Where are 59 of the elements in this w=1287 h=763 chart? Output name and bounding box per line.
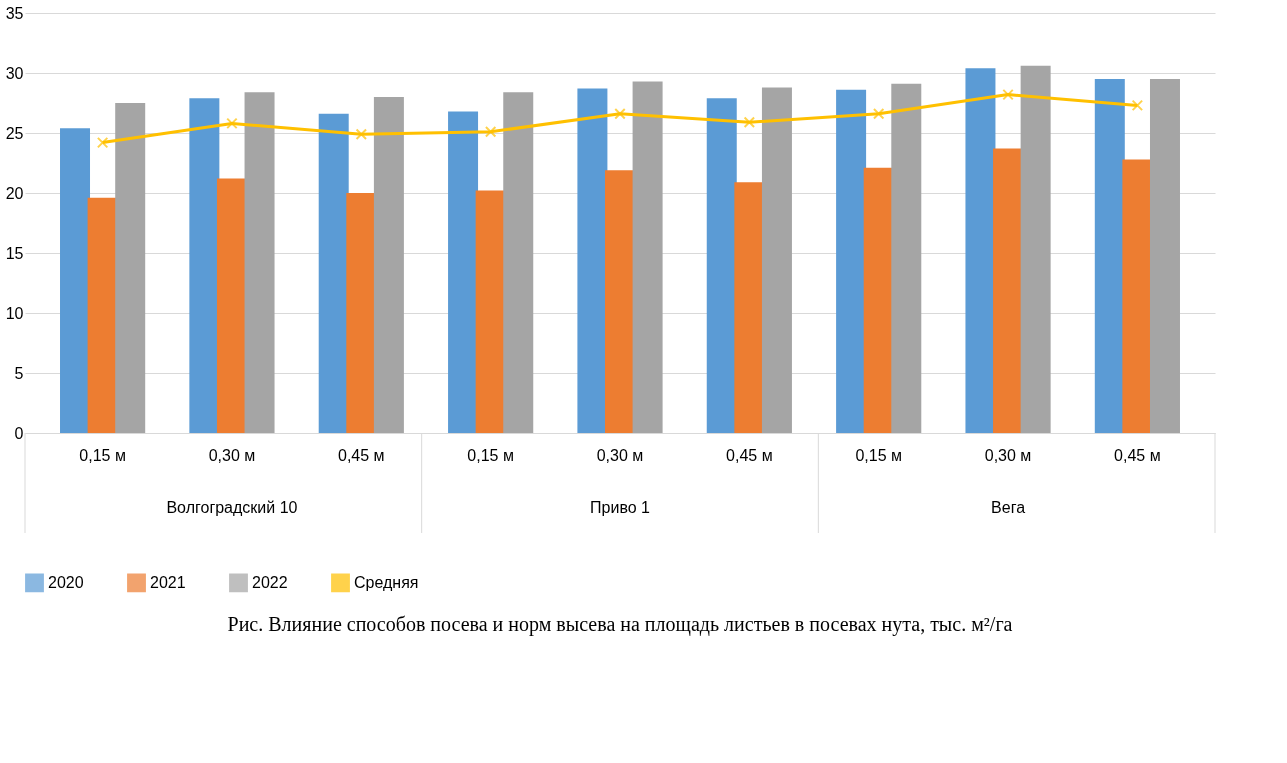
bar (475, 190, 506, 433)
x-tick-label: 0,30 м (596, 446, 644, 464)
point (743, 116, 756, 128)
bar (448, 111, 479, 433)
point (355, 128, 368, 140)
bar (993, 148, 1024, 433)
point (614, 108, 626, 120)
bar (965, 68, 996, 433)
y-tick-label: 35 (5, 4, 24, 22)
legend-label: 2022 (252, 573, 288, 591)
bar (346, 193, 377, 433)
point (872, 108, 885, 120)
point (96, 136, 109, 149)
bar (115, 103, 146, 433)
x-tick-label: 0,45 м (338, 446, 385, 464)
x-tick-label: 0,15 м (467, 446, 514, 464)
bar (632, 81, 663, 433)
bar (761, 87, 792, 433)
legend-label: 2020 (48, 573, 84, 591)
text: Волгоградский 10 (166, 499, 298, 516)
bar (318, 113, 349, 433)
bar (244, 92, 275, 433)
bar (605, 170, 635, 433)
point (1131, 99, 1144, 112)
bar (734, 182, 765, 433)
bar (503, 92, 534, 433)
x-tick-label: 0,15 м (79, 446, 126, 464)
y-tick-label: 25 (5, 124, 24, 142)
bar (836, 89, 867, 433)
y-tick-label: 0 (14, 424, 24, 442)
bar (216, 178, 247, 433)
bar (1149, 79, 1180, 433)
text: Вега (991, 499, 1026, 516)
x-tick-label: 0,45 м (1114, 446, 1161, 464)
x-tick-label: 0,45 м (726, 446, 773, 464)
text: Приво 1 (590, 499, 651, 516)
point (484, 126, 497, 138)
text: Рис. Влияние способов посева и норм высева на площадь листьев в посевах нута, тыс. м²/га (227, 613, 1013, 636)
bar (189, 98, 220, 433)
bar (577, 88, 608, 433)
x-tick-label: 0,30 м (984, 446, 1032, 464)
bar (1020, 65, 1051, 433)
bar (1094, 79, 1125, 433)
y-tick-label: 10 (5, 304, 24, 322)
y-tick-label: 20 (5, 184, 24, 202)
bar (706, 98, 737, 433)
bar (60, 128, 91, 433)
bar (373, 97, 404, 433)
legend-label: Средняя (354, 573, 419, 591)
y-tick-label: 5 (14, 364, 24, 382)
bar (1122, 159, 1153, 433)
point (226, 117, 238, 130)
point (1002, 88, 1014, 101)
y-tick-label: 30 (5, 64, 24, 82)
legend-label: 2021 (150, 573, 186, 591)
x-tick-label: 0,15 м (855, 446, 902, 464)
x-tick-label: 0,30 м (208, 446, 256, 464)
y-tick-label: 15 (5, 244, 24, 262)
bar (891, 83, 922, 433)
